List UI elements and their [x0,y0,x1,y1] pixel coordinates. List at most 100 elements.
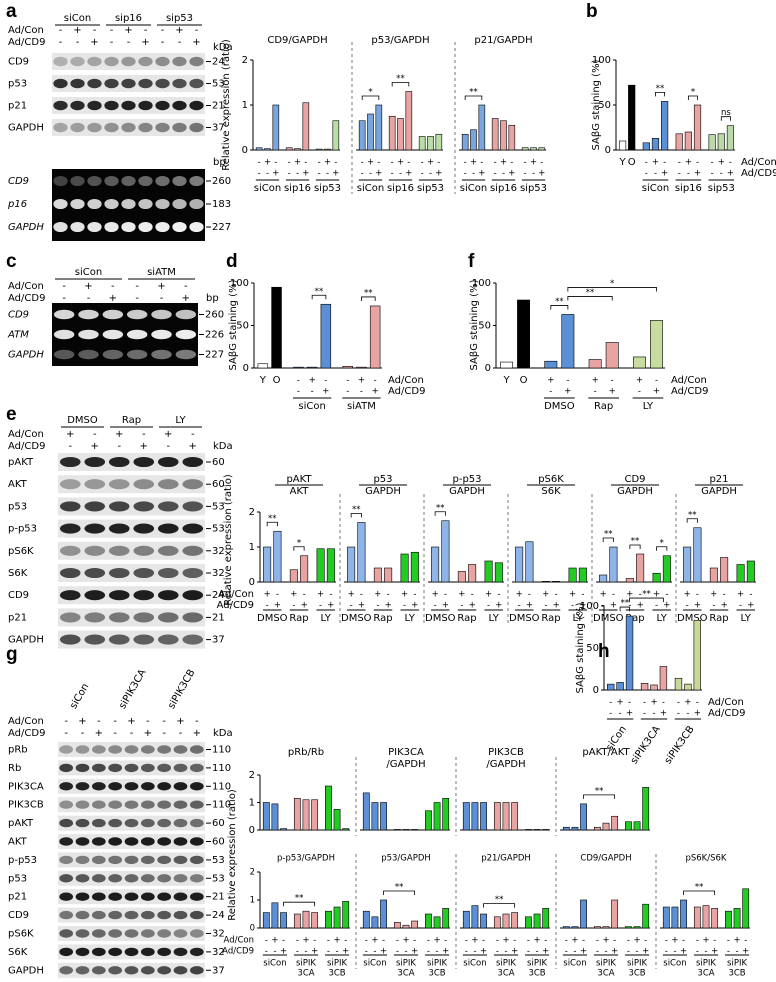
band [75,910,90,920]
sign: - [652,709,655,719]
band [59,800,74,809]
band [172,221,187,233]
band [189,874,204,883]
group-label: DMSO [677,613,708,624]
band [59,874,74,883]
sign: + [411,601,418,611]
sign: + [652,158,659,168]
band [155,78,170,89]
band [75,947,90,957]
size-marker: 37 [212,123,225,134]
group-label: LY [741,613,752,624]
sign: - [296,169,299,179]
blot-strip [58,475,205,494]
sign: - [677,698,680,708]
band [121,56,136,67]
sign: - [544,601,547,611]
sig-bracket [266,521,278,527]
band [133,545,155,556]
bar [693,104,702,151]
sign: + [144,728,152,739]
size-marker: 32 [212,947,225,958]
band [138,198,153,210]
bar [411,829,419,831]
bar [347,546,356,583]
blot-row-label: CD9 [8,910,29,921]
bar [717,133,725,151]
band [172,175,187,187]
band [70,198,85,210]
band [59,818,74,828]
band [173,800,188,809]
band [59,501,81,512]
sig-label: ** [436,503,445,513]
sign: - [727,947,730,957]
sign: - [471,590,474,600]
sign: + [164,429,172,440]
bar [302,799,310,831]
band [155,100,170,111]
band [140,910,155,920]
sign: - [62,293,66,304]
sign: - [696,158,699,168]
group-label: sip16 [675,183,702,194]
sign: + [502,936,509,946]
sign: - [179,728,183,739]
sign: - [655,601,658,611]
blot-group: sip16 [115,13,142,24]
band [91,874,106,883]
band [108,800,123,809]
chart-title: pS6K/S6K [685,854,726,864]
sig-label: ** [469,88,478,98]
band [53,175,68,187]
sign: - [288,158,291,168]
band [108,966,123,975]
band [91,800,106,809]
sign: - [687,169,690,179]
band [59,590,81,601]
bar [726,125,735,151]
sign: - [304,947,307,957]
group-label: siPIK [496,959,516,969]
bar [541,580,550,583]
group-label: LY [405,613,416,624]
band [182,590,204,601]
band [91,782,106,791]
bar [325,910,332,929]
sign: - [472,169,475,179]
group-label: DMSO [509,613,540,624]
bar [441,520,450,583]
y-tick-label: 100 [592,55,611,66]
bar [650,320,663,369]
bar [418,136,426,151]
y-tick-label: 1 [250,896,255,906]
sign: + [671,936,678,946]
bar [425,913,432,929]
sign: - [162,716,166,727]
bar [357,522,366,583]
size-marker: 183 [212,199,231,210]
group-label: siCon [460,183,487,194]
bar [306,366,318,369]
band [140,947,155,957]
sig-label: ** [604,530,613,540]
sign: + [547,376,554,386]
band [173,837,188,846]
size-marker: 53 [212,524,225,535]
band [121,198,136,210]
band [157,947,172,957]
band [59,782,74,791]
sign: + [294,158,301,168]
treatment-label: Ad/Con [741,157,776,168]
sign: - [549,387,552,397]
group-label: Rap [625,613,644,624]
band [157,612,179,623]
sign: + [264,158,271,168]
bar [342,365,353,369]
sign: - [628,698,631,708]
sig-label: ** [295,894,304,904]
group-label: siPIK [727,959,747,969]
blot-row-label: Rb [8,763,21,774]
bar [625,578,634,583]
bar [369,305,381,369]
